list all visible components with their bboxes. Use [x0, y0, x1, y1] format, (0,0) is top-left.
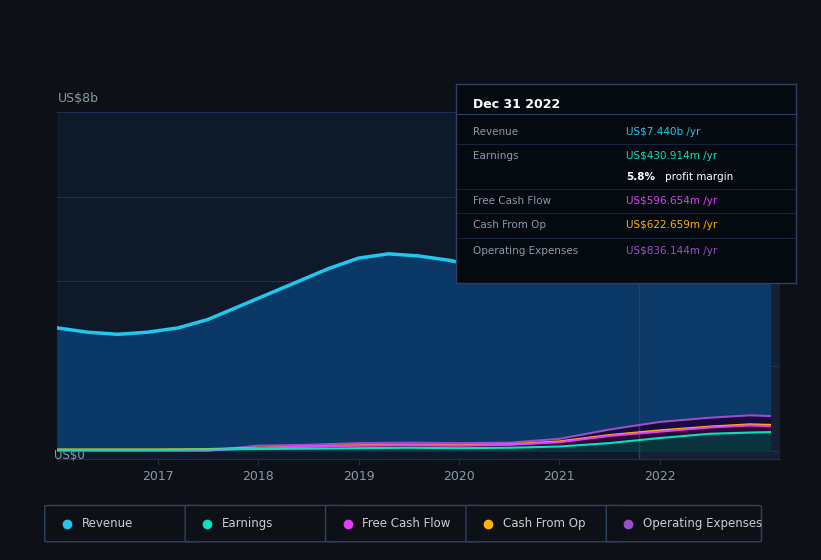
Text: US$430.914m /yr: US$430.914m /yr — [626, 151, 717, 161]
Text: Cash From Op: Cash From Op — [473, 220, 546, 230]
Text: Revenue: Revenue — [473, 127, 518, 137]
Text: US$8b: US$8b — [57, 92, 99, 105]
Text: Free Cash Flow: Free Cash Flow — [363, 517, 451, 530]
Text: US$0: US$0 — [54, 449, 85, 462]
FancyBboxPatch shape — [186, 506, 340, 542]
Text: US$836.144m /yr: US$836.144m /yr — [626, 246, 718, 256]
Text: US$596.654m /yr: US$596.654m /yr — [626, 197, 718, 206]
Text: Earnings: Earnings — [222, 517, 273, 530]
Text: Operating Expenses: Operating Expenses — [473, 246, 578, 256]
Bar — [640, 112, 780, 459]
Text: Dec 31 2022: Dec 31 2022 — [473, 98, 560, 111]
FancyBboxPatch shape — [45, 506, 200, 542]
FancyBboxPatch shape — [325, 506, 481, 542]
Text: Revenue: Revenue — [82, 517, 133, 530]
FancyBboxPatch shape — [466, 506, 621, 542]
Text: US$7.440b /yr: US$7.440b /yr — [626, 127, 700, 137]
Text: Operating Expenses: Operating Expenses — [644, 517, 763, 530]
Text: 5.8%: 5.8% — [626, 172, 655, 183]
Text: Earnings: Earnings — [473, 151, 518, 161]
Text: US$622.659m /yr: US$622.659m /yr — [626, 220, 718, 230]
Text: profit margin: profit margin — [665, 172, 733, 183]
FancyBboxPatch shape — [606, 506, 762, 542]
Text: Free Cash Flow: Free Cash Flow — [473, 197, 551, 206]
Text: Cash From Op: Cash From Op — [503, 517, 585, 530]
